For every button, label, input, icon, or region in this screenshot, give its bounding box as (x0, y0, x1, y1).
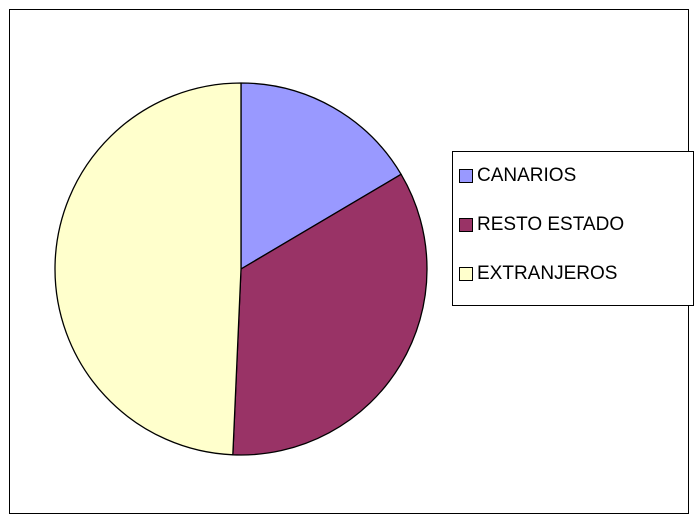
legend-item-extranjeros: EXTRANJEROS (459, 260, 617, 288)
legend-item-resto-estado: RESTO ESTADO (459, 211, 624, 239)
legend-swatch-resto-estado (459, 218, 473, 232)
chart-legend: CANARIOS RESTO ESTADO EXTRANJEROS (452, 151, 694, 306)
legend-swatch-extranjeros (459, 267, 473, 281)
pie-slice-canarios (240, 82, 402, 270)
pie-slice-extranjeros (54, 82, 242, 456)
pie-slice-resto-estado (232, 173, 428, 456)
legend-item-canarios: CANARIOS (459, 162, 576, 190)
legend-label-extranjeros: EXTRANJEROS (477, 263, 618, 284)
legend-label-resto-estado: RESTO ESTADO (477, 214, 625, 235)
legend-label-canarios: CANARIOS (477, 165, 577, 186)
legend-swatch-canarios (459, 169, 473, 183)
